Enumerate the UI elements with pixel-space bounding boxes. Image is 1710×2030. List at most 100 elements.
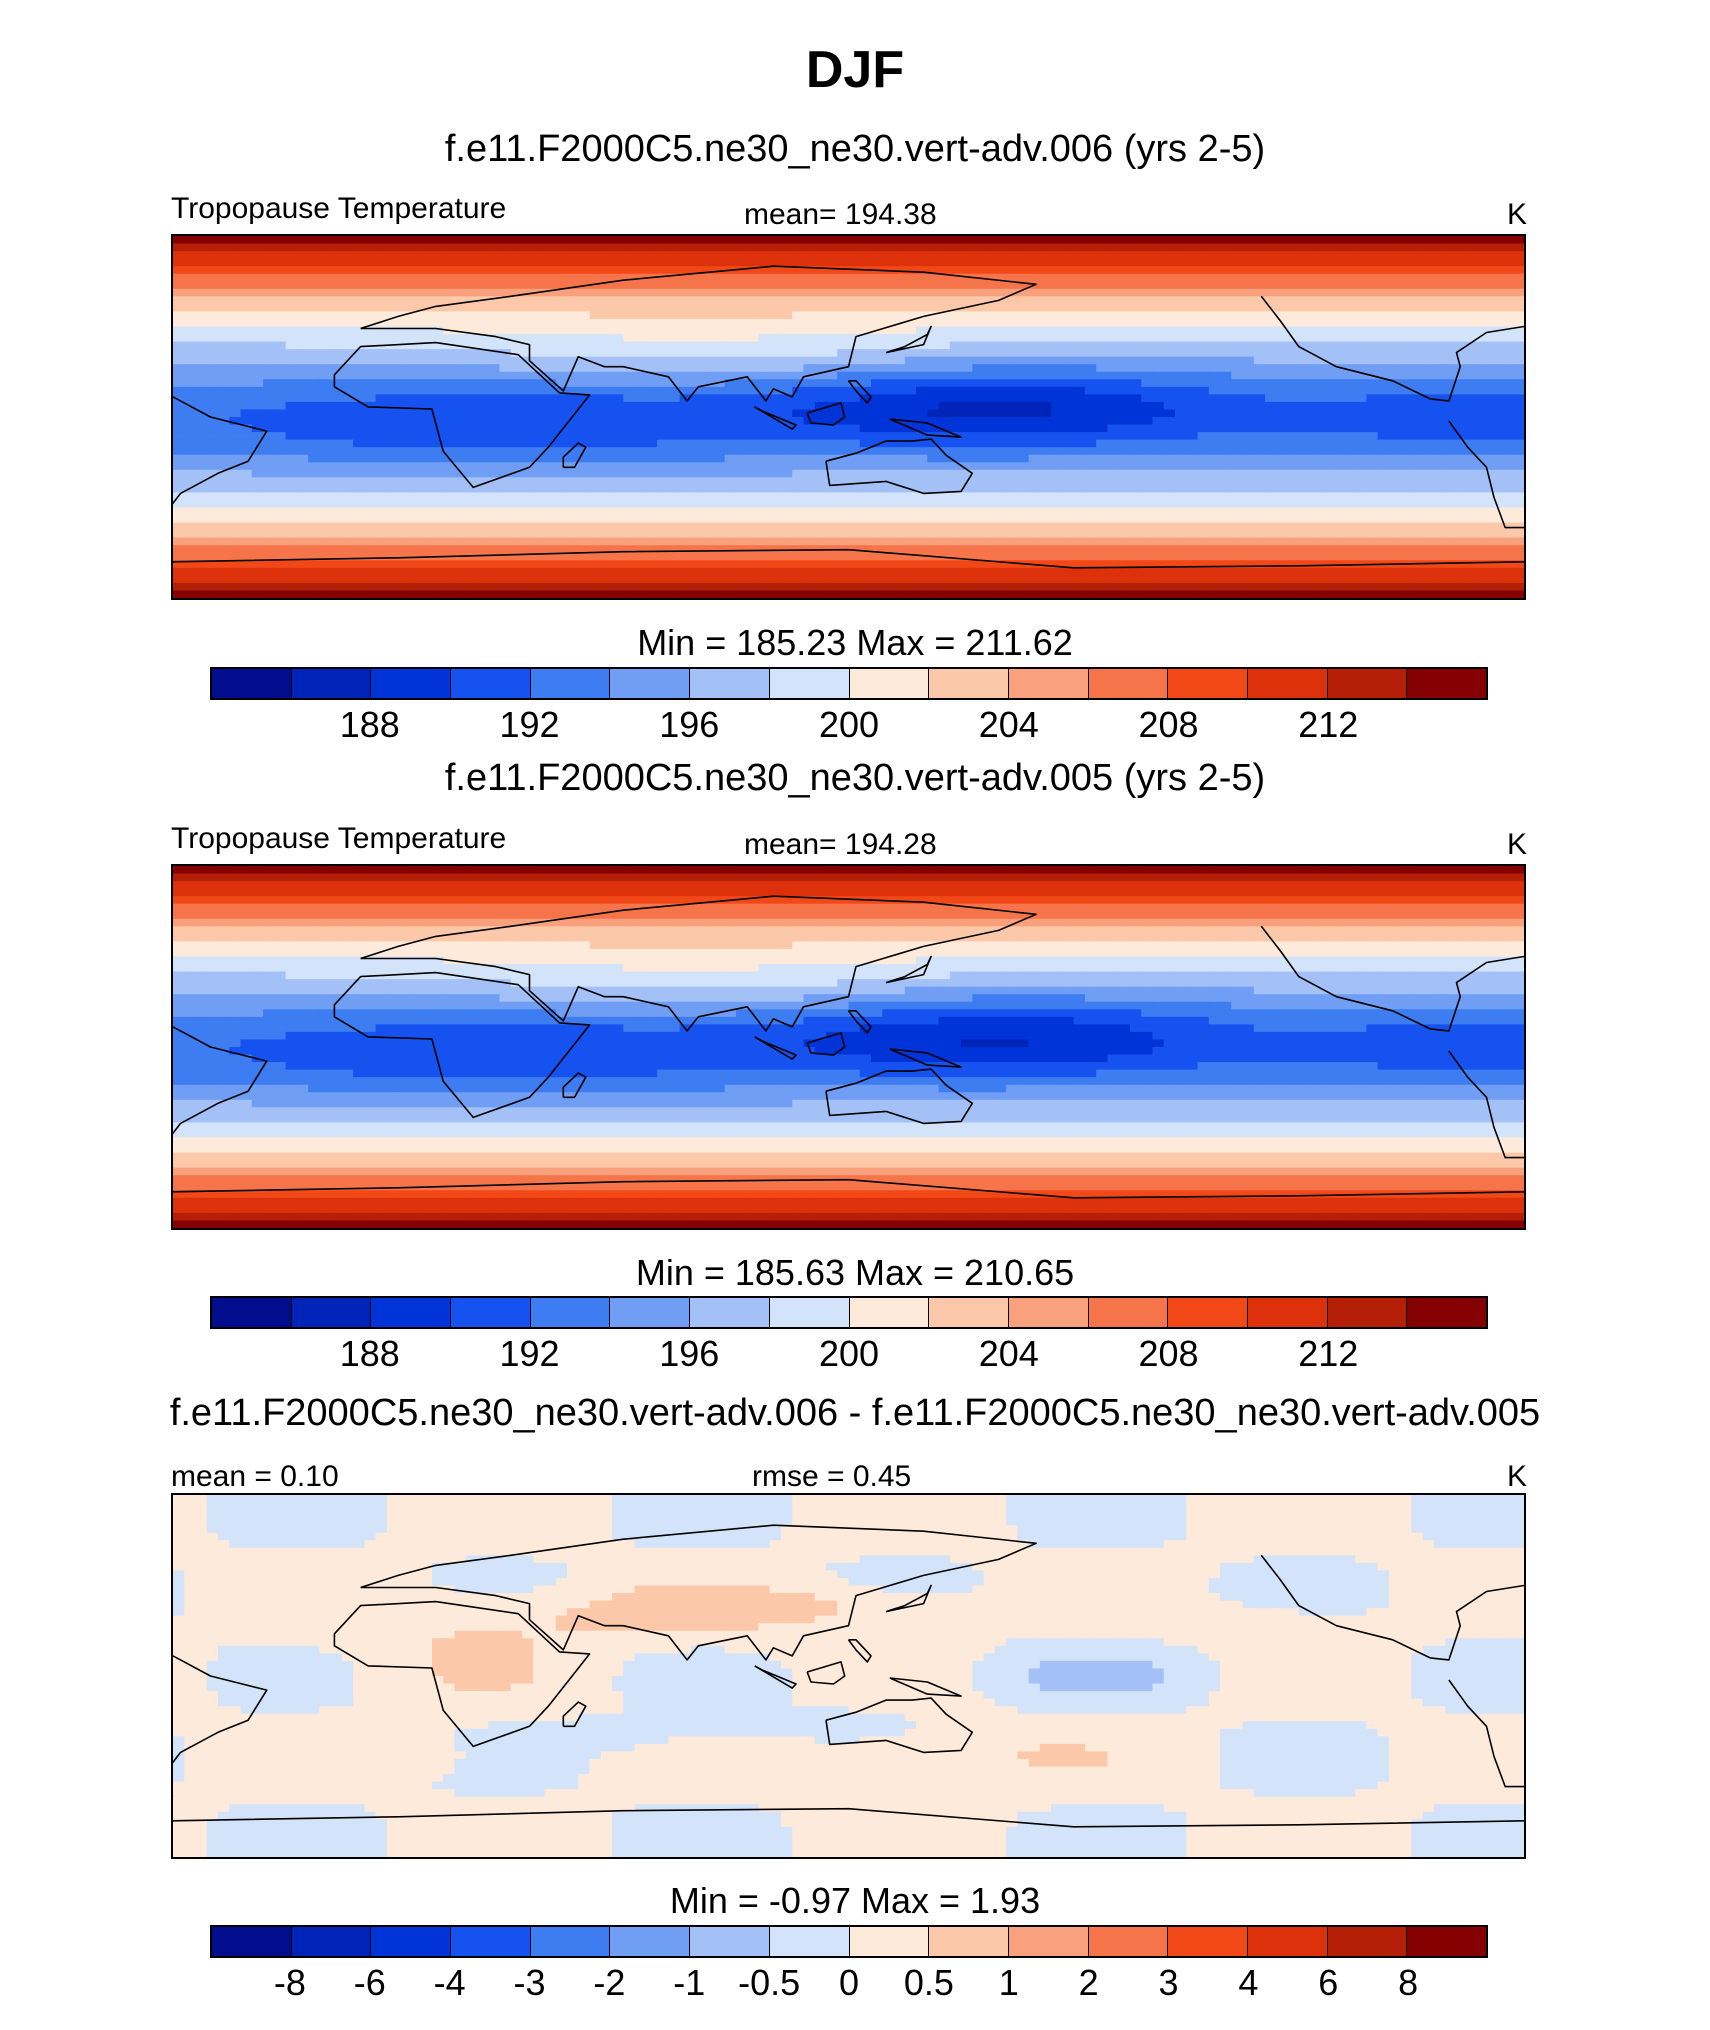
field-cell: [1231, 432, 1244, 441]
field-cell: [893, 334, 906, 343]
field-cell: [1073, 349, 1086, 358]
field-cell: [1366, 349, 1379, 358]
field-cell: [240, 349, 253, 358]
field-cell: [1141, 334, 1154, 343]
field-cell: [871, 439, 883, 448]
field-cell: [1467, 379, 1480, 388]
field-cell: [893, 341, 906, 350]
field-cell: [319, 454, 332, 463]
field-cell: [195, 379, 208, 388]
field-cell: [578, 454, 591, 463]
field-cell: [634, 545, 647, 554]
field-cell: [533, 432, 546, 441]
field-cell: [645, 386, 658, 395]
field-cell: [229, 401, 242, 411]
field-cell: [1096, 469, 1109, 478]
field-cell: [882, 296, 895, 305]
field-cell: [364, 364, 377, 373]
field-cell: [994, 401, 1007, 411]
field-cell: [803, 326, 816, 335]
field-cell: [1186, 507, 1199, 516]
field-cell: [1186, 273, 1199, 282]
field-cell: [769, 243, 782, 252]
field-cell: [251, 311, 264, 320]
field-cell: [206, 364, 219, 373]
field-cell: [1422, 251, 1435, 260]
field-cell: [1276, 288, 1289, 297]
field-cell: [420, 356, 433, 365]
field-cell: [623, 522, 636, 531]
field-cell: [893, 251, 906, 260]
field-cell: [229, 424, 242, 433]
field-cell: [476, 537, 489, 546]
field-cell: [375, 537, 388, 546]
field-cell: [454, 311, 467, 320]
field-cell: [353, 379, 365, 388]
field-cell: [184, 545, 197, 554]
field-cell: [1355, 288, 1367, 297]
field-cell: [386, 236, 399, 245]
field-cell: [330, 401, 343, 411]
field-cell: [1163, 258, 1176, 267]
field-cell: [173, 356, 185, 365]
field-cell: [668, 454, 681, 463]
field-cell: [1433, 251, 1446, 260]
field-cell: [1321, 326, 1334, 335]
field-cell: [555, 522, 568, 531]
field-cell: [386, 439, 399, 448]
field-cell: [938, 288, 951, 297]
field-cell: [1422, 424, 1435, 433]
field-cell: [1310, 236, 1322, 245]
field-cell: [758, 454, 771, 463]
field-cell: [1208, 288, 1221, 297]
field-cell: [1017, 507, 1030, 516]
field-cell: [263, 311, 275, 320]
field-cell: [274, 530, 287, 539]
field-cell: [1186, 266, 1199, 275]
field-cell: [1377, 311, 1390, 320]
field-cell: [1186, 409, 1199, 418]
field-cell: [218, 530, 230, 539]
field-cell: [1186, 537, 1199, 546]
field-cell: [1343, 318, 1356, 328]
field-cell: [1366, 401, 1379, 411]
field-cell: [1253, 236, 1266, 245]
field-cell: [544, 288, 557, 297]
field-cell: [364, 318, 377, 328]
field-cell: [1006, 296, 1018, 305]
field-cell: [240, 477, 253, 486]
field-cell: [1141, 288, 1154, 297]
field-cell: [848, 469, 861, 478]
field-cell: [420, 386, 433, 395]
field-cell: [1287, 288, 1300, 297]
field-cell: [319, 349, 332, 358]
field-cell: [904, 303, 917, 313]
field-cell: [1039, 311, 1052, 320]
field-cell: [229, 236, 242, 245]
field-cell: [398, 409, 411, 418]
field-cell: [657, 318, 669, 328]
field-cell: [1321, 439, 1334, 448]
field-cell: [319, 477, 332, 486]
field-cell: [792, 288, 805, 297]
field-cell: [724, 477, 737, 486]
field-cell: [465, 296, 478, 305]
field-cell: [341, 258, 354, 267]
field-cell: [747, 409, 760, 418]
field-cell: [814, 515, 827, 524]
field-cell: [1366, 243, 1379, 252]
field-cell: [578, 492, 591, 501]
field-cell: [578, 326, 591, 335]
field-cell: [454, 394, 467, 403]
field-cell: [308, 454, 320, 463]
field-cell: [1445, 364, 1458, 373]
field-cell: [229, 251, 242, 260]
field-cell: [747, 545, 760, 554]
field-cell: [859, 356, 872, 365]
field-cell: [1231, 530, 1244, 539]
field-cell: [1129, 386, 1142, 395]
field-cell: [612, 258, 624, 267]
field-cell: [431, 447, 444, 456]
field-cell: [859, 424, 872, 433]
field-cell: [218, 371, 230, 380]
